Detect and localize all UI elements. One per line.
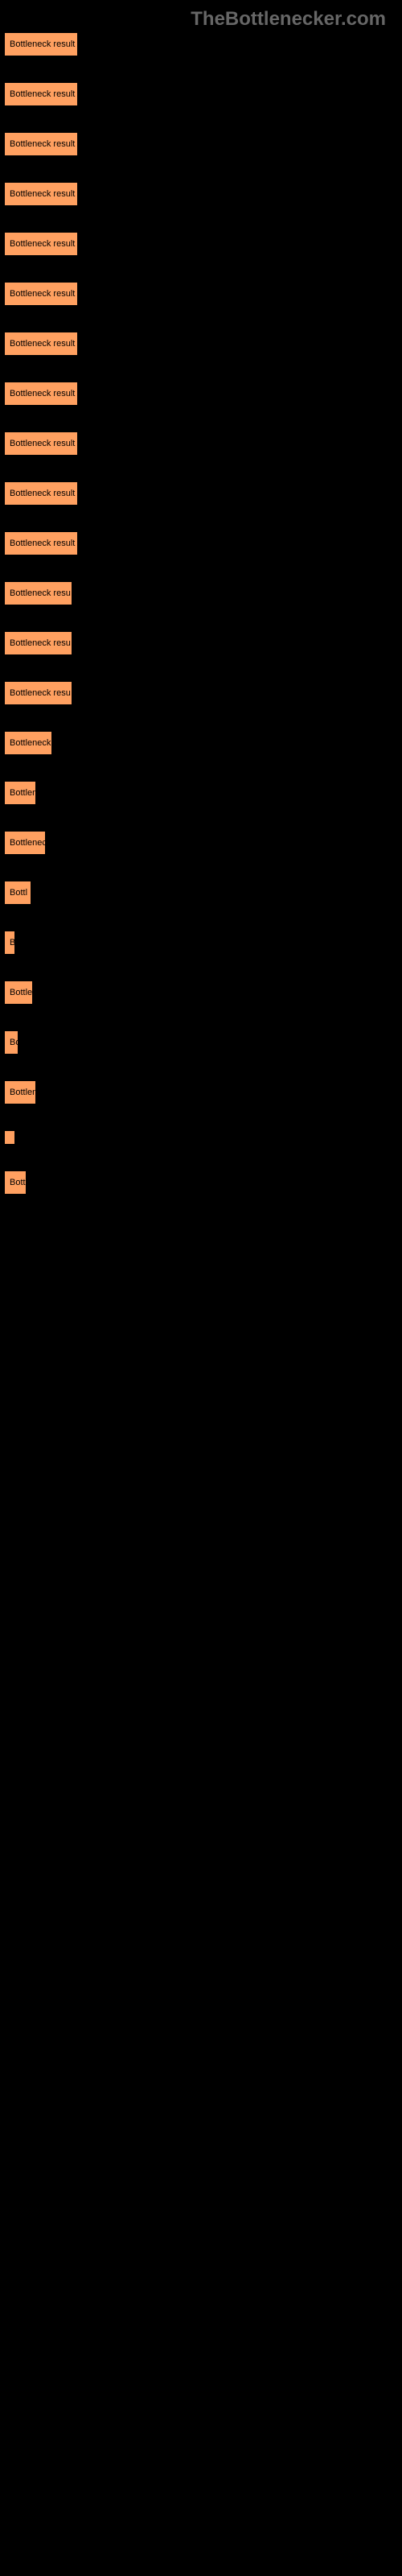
chart-bar: Bottl [4,881,31,905]
chart-bar: Bottleneck result [4,481,78,506]
chart-bar: Bottleneck result [4,182,78,206]
chart-bar: Bottleneck result [4,82,78,106]
chart-bar: Bottle [4,980,33,1005]
chart-bar: Bottleneck resu [4,631,72,655]
chart-bar: Bottlenec [4,831,46,855]
chart-bar: Bottlen [4,1080,36,1104]
chart-bar: Bottleneck result [4,232,78,256]
chart-bar: Bottleneck result [4,382,78,406]
chart-bar: Bo [4,1030,18,1055]
watermark-text: TheBottlenecker.com [191,8,386,31]
bar-chart: Bottleneck result Bottleneck result Bottle… [4,32,78,1220]
chart-bar: Bott [4,1170,27,1195]
chart-bar: B [4,931,15,955]
chart-bar: Bottlen [4,781,36,805]
chart-bar: Bottleneck result [4,531,78,555]
chart-bar [4,1130,15,1145]
chart-bar: Bottleneck result [4,332,78,356]
chart-bar: Bottleneck resu [4,581,72,605]
chart-bar: Bottleneck result [4,32,78,56]
chart-bar: Bottleneck result [4,132,78,156]
chart-bar: Bottleneck result [4,282,78,306]
chart-bar: Bottleneck [4,731,52,755]
chart-bar: Bottleneck result [4,431,78,456]
chart-bar: Bottleneck resu [4,681,72,705]
